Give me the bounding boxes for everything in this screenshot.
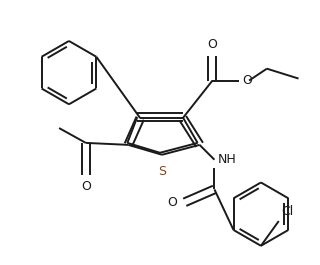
Text: Cl: Cl bbox=[282, 205, 294, 218]
Text: O: O bbox=[242, 74, 252, 87]
Text: O: O bbox=[207, 38, 217, 51]
Text: O: O bbox=[81, 179, 91, 192]
Text: O: O bbox=[167, 196, 177, 209]
Text: S: S bbox=[158, 165, 166, 178]
Text: NH: NH bbox=[217, 153, 236, 166]
